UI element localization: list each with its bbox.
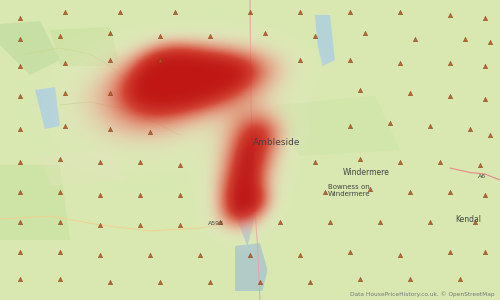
Text: A593: A593 — [208, 221, 224, 226]
Polygon shape — [0, 165, 70, 240]
Polygon shape — [235, 243, 268, 291]
Polygon shape — [0, 21, 60, 75]
Polygon shape — [235, 147, 258, 246]
Polygon shape — [35, 87, 60, 129]
Polygon shape — [315, 15, 335, 66]
Polygon shape — [275, 96, 400, 156]
Polygon shape — [40, 150, 125, 186]
Text: Bowness on
Windermere: Bowness on Windermere — [328, 184, 370, 197]
Polygon shape — [50, 27, 120, 66]
Text: A6: A6 — [478, 175, 486, 179]
Text: Data HousePriceHistory.co.uk. © OpenStreetMap: Data HousePriceHistory.co.uk. © OpenStre… — [350, 291, 495, 297]
Text: Ambleside: Ambleside — [252, 138, 300, 147]
Text: Kendal: Kendal — [455, 214, 481, 224]
Text: Windermere: Windermere — [342, 168, 390, 177]
